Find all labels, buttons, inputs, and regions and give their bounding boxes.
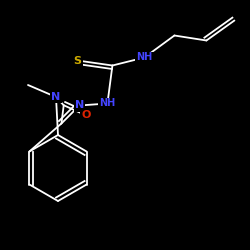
Text: N: N bbox=[75, 100, 84, 110]
Text: NH: NH bbox=[99, 98, 116, 108]
Text: N: N bbox=[52, 92, 60, 102]
Text: O: O bbox=[81, 110, 90, 120]
Text: S: S bbox=[74, 56, 82, 66]
Text: NH: NH bbox=[136, 52, 152, 62]
